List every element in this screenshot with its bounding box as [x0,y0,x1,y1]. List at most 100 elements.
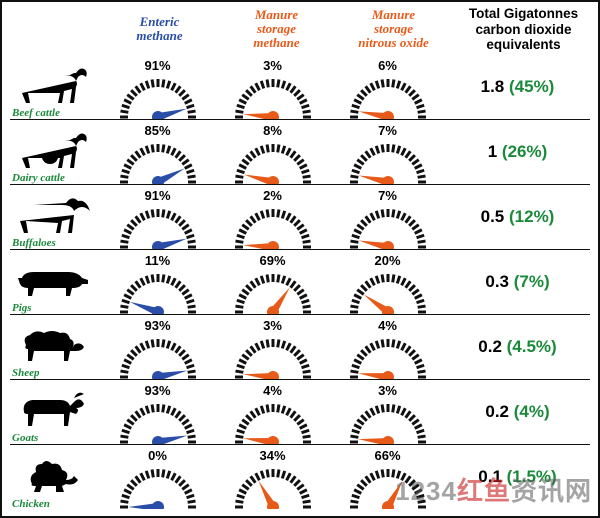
chicken-gauge-0-pct: 0% [100,445,215,463]
pigs-total: 0.3 (7%) [445,272,590,292]
beef-cattle-gauge-1: 3% [215,55,330,119]
beef-cattle-gauge-0-pct: 91% [100,55,215,73]
buffaloes-label: Buffaloes [12,237,56,249]
beef-cattle-gauge-2-pct: 6% [330,55,445,73]
row-goats: Goats 93% 4% 3% 0.2 (4%) [10,380,590,445]
goats-gauge-1-pct: 4% [215,380,330,398]
buffaloes-gauge-1: 2% [215,185,330,249]
dairy-cattle-gauge-0-pct: 85% [100,120,215,138]
buffaloes-gauge-2-dial [338,203,438,249]
buffaloes-animal-cell: Buffaloes [10,185,100,249]
pigs-gauge-1-dial [223,268,323,314]
beef-cattle-total: 1.8 (45%) [445,77,590,97]
chicken-gauge-1-dial [223,463,323,509]
pigs-total-gt: 0.3 [485,272,509,291]
beef-cattle-gauge-0-dial [108,73,208,119]
row-dairy-cattle: Dairy cattle 85% 8% 7% 1 (26%) [10,120,590,185]
beef-cattle-gauge-2-dial [338,73,438,119]
row-chicken: Chicken 0% 34% 66% 0.1 (1.5%) [10,445,590,510]
pigs-animal-cell: Pigs [10,250,100,314]
dairy-cattle-gauge-2-pct: 7% [330,120,445,138]
pigs-gauge-2: 20% [330,250,445,314]
dairy-cattle-gauge-0: 85% [100,120,215,184]
dairy-cattle-gauge-1: 8% [215,120,330,184]
buffaloes-gauge-0-dial [108,203,208,249]
goats-gauge-1: 4% [215,380,330,444]
goats-gauge-0-dial [108,398,208,444]
buffaloes-gauge-0-pct: 91% [100,185,215,203]
sheep-gauge-1-pct: 3% [215,315,330,333]
chicken-total-gt: 0.1 [478,467,502,486]
dairy-cattle-total-pct: (26%) [502,142,547,161]
goats-gauge-2-pct: 3% [330,380,445,398]
goats-gauge-2: 3% [330,380,445,444]
pigs-total-pct: (7%) [514,272,550,291]
sheep-gauge-1-dial [223,333,323,379]
pigs-gauge-0-pct: 11% [100,250,215,268]
sheep-gauge-2: 4% [330,315,445,379]
dairy-cattle-gauge-1-pct: 8% [215,120,330,138]
goats-gauge-1-dial [223,398,323,444]
chicken-gauge-2: 66% [330,445,445,510]
chicken-total: 0.1 (1.5%) [445,467,590,487]
chicken-gauge-0-dial [108,463,208,509]
header-enteric-methane: Entericmethane [102,15,217,44]
goats-total-gt: 0.2 [485,402,509,421]
beef-cattle-gauge-2: 6% [330,55,445,119]
buffaloes-gauge-1-dial [223,203,323,249]
dairy-cattle-animal-cell: Dairy cattle [10,120,100,184]
buffaloes-total: 0.5 (12%) [445,207,590,227]
chicken-gauge-0: 0% [100,445,215,510]
buffaloes-gauge-2: 7% [330,185,445,249]
beef-cattle-gauge-1-dial [223,73,323,119]
beef-cattle-gauge-1-pct: 3% [215,55,330,73]
buffaloes-gauge-2-pct: 7% [330,185,445,203]
goats-animal-cell: Goats [10,380,100,444]
buffaloes-total-gt: 0.5 [481,207,505,226]
sheep-label: Sheep [12,367,40,379]
buffaloes-gauge-0: 91% [100,185,215,249]
row-sheep: Sheep 93% 3% 4% 0.2 (4.5%) [10,315,590,380]
chicken-gauge-1-pct: 34% [215,445,330,463]
sheep-gauge-2-pct: 4% [330,315,445,333]
row-beef-cattle: Beef cattle 91% 3% 6% 1.8 (45%) [10,55,590,120]
dairy-cattle-gauge-2: 7% [330,120,445,184]
dairy-cattle-label: Dairy cattle [12,172,65,184]
header-manure-methane: Manurestoragemethane [219,8,334,51]
chicken-label: Chicken [12,498,50,510]
pigs-gauge-1-pct: 69% [215,250,330,268]
chicken-gauge-2-dial [338,463,438,509]
sheep-gauge-0: 93% [100,315,215,379]
goats-gauge-2-dial [338,398,438,444]
chicken-gauge-2-pct: 66% [330,445,445,463]
pigs-gauge-2-pct: 20% [330,250,445,268]
row-pigs: Pigs 11% 69% 20% 0.3 (7%) [10,250,590,315]
dairy-cattle-gauge-2-dial [338,138,438,184]
beef-cattle-total-gt: 1.8 [481,77,505,96]
chicken-gauge-1: 34% [215,445,330,510]
sheep-animal-cell: Sheep [10,315,100,379]
dairy-cattle-total: 1 (26%) [445,142,590,162]
goats-gauge-0: 93% [100,380,215,444]
row-buffaloes: Buffaloes 91% 2% 7% 0.5 (12%) [10,185,590,250]
pigs-gauge-0: 11% [100,250,215,314]
header-totals: Total Gigatonnescarbon dioxideequivalent… [453,6,590,53]
sheep-total-pct: (4.5%) [507,337,557,356]
pigs-gauge-0-dial [108,268,208,314]
header-manure-n2o: Manurestoragenitrous oxide [336,8,451,51]
chicken-animal-cell: Chicken [10,445,100,510]
goats-gauge-0-pct: 93% [100,380,215,398]
sheep-total: 0.2 (4.5%) [445,337,590,357]
sheep-total-gt: 0.2 [478,337,502,356]
dairy-cattle-total-gt: 1 [488,142,497,161]
sheep-gauge-1: 3% [215,315,330,379]
sheep-gauge-0-pct: 93% [100,315,215,333]
chicken-total-pct: (1.5%) [507,467,557,486]
emissions-infographic: Entericmethane Manurestoragemethane Manu… [0,0,600,518]
buffaloes-total-pct: (12%) [509,207,554,226]
goats-total: 0.2 (4%) [445,402,590,422]
goats-total-pct: (4%) [514,402,550,421]
goats-label: Goats [12,432,38,444]
pigs-gauge-1: 69% [215,250,330,314]
beef-cattle-label: Beef cattle [12,107,60,119]
